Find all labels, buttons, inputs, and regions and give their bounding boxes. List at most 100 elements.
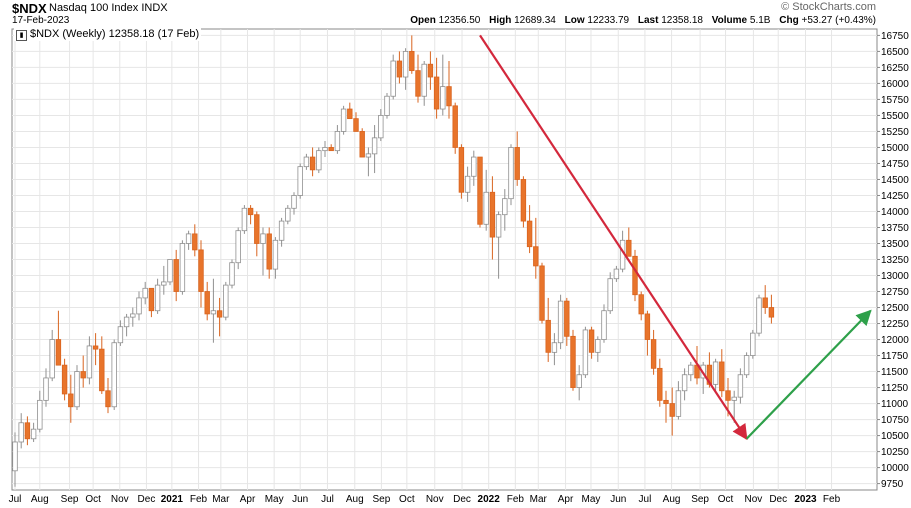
candle-down <box>452 105 458 148</box>
candle-up <box>551 342 558 353</box>
candle-down <box>409 51 415 72</box>
y-tick-label: 11250 <box>881 383 909 394</box>
high-value: 12689.34 <box>514 15 556 26</box>
candle-up <box>229 262 235 286</box>
candle-down <box>669 403 675 417</box>
candle-up <box>179 243 186 292</box>
candle-up <box>557 300 564 344</box>
candle-up <box>74 371 80 408</box>
candle-down <box>526 220 533 248</box>
x-tick-label: Mar <box>212 494 230 505</box>
x-tick-label: Oct <box>718 494 734 505</box>
x-tick-label: Dec <box>138 494 156 505</box>
candle-up <box>471 156 477 177</box>
x-tick-label: Jul <box>321 494 334 505</box>
chg-value: +53.27 (+0.43%) <box>801 15 877 26</box>
y-tick-label: 16250 <box>881 63 909 74</box>
x-tick-label: 2022 <box>478 494 501 505</box>
candle-up <box>297 166 303 196</box>
x-tick-label: 2021 <box>161 494 184 505</box>
candle-up <box>712 361 719 385</box>
ohlc-summary: Open 12356.50 High 12689.34 Low 12233.79… <box>410 15 876 26</box>
candle-down <box>192 233 198 251</box>
candle-up <box>582 329 589 376</box>
candle-up <box>111 342 117 408</box>
candle-down <box>638 294 644 315</box>
candle-down <box>61 364 68 395</box>
candle-down <box>644 313 651 340</box>
y-tick-label: 16000 <box>881 79 909 90</box>
symbol[interactable]: $NDX <box>12 1 47 16</box>
candle-up <box>402 51 409 78</box>
candle-up <box>731 396 737 401</box>
candle-up <box>601 310 607 340</box>
candle-up <box>142 287 148 299</box>
candle-up <box>167 259 173 283</box>
candle-down <box>353 118 359 132</box>
candle-down <box>328 147 334 152</box>
candle-down <box>68 393 74 408</box>
y-tick-label: 9750 <box>881 479 904 490</box>
x-tick-label: Sep <box>691 494 709 505</box>
x-tick-label: Feb <box>823 494 841 505</box>
x-tick-label: Dec <box>453 494 471 505</box>
x-tick-label: Mar <box>530 494 548 505</box>
y-tick-label: 11750 <box>881 351 909 362</box>
y-tick-label: 12250 <box>881 319 909 330</box>
y-tick-label: 16750 <box>881 31 909 42</box>
candle-up <box>86 345 93 379</box>
candle-down <box>446 86 452 107</box>
x-tick-label: Aug <box>31 494 49 505</box>
y-tick-label: 11000 <box>881 399 909 410</box>
candle-down <box>266 233 272 270</box>
candle-up <box>303 156 310 168</box>
candle-up <box>390 60 396 97</box>
candle-up <box>322 147 328 152</box>
y-tick-label: 10000 <box>881 463 909 474</box>
candle-up <box>37 399 43 430</box>
x-tick-label: Feb <box>507 494 525 505</box>
candle-up <box>136 297 142 315</box>
candle-down <box>359 131 365 158</box>
y-tick-label: 15250 <box>881 127 909 138</box>
x-tick-label: May <box>582 494 601 505</box>
legend-text: $NDX (Weekly) 12358.18 (17 Feb) <box>30 28 200 40</box>
candle-up <box>756 297 762 334</box>
candle-up <box>384 95 390 116</box>
candle-up <box>502 198 508 216</box>
candle-up <box>440 86 446 110</box>
y-tick-label: 14750 <box>881 159 909 170</box>
candle-up <box>371 137 378 155</box>
x-tick-label: Jul <box>9 494 22 505</box>
x-tick-label: Sep <box>373 494 391 505</box>
y-tick-label: 16500 <box>881 47 909 58</box>
x-tick-label: Nov <box>111 494 129 505</box>
candle-down <box>533 246 539 267</box>
low-label: Low <box>564 15 585 26</box>
x-tick-label: Jun <box>292 494 308 505</box>
candle-down <box>725 390 731 401</box>
y-tick-label: 15750 <box>881 95 909 106</box>
candle-down <box>92 345 99 350</box>
exchange: INDX <box>141 2 168 14</box>
x-tick-label: Dec <box>769 494 787 505</box>
stockcharts-logo[interactable]: © StockCharts.com <box>781 1 876 13</box>
candle-down <box>254 214 260 244</box>
candle-up <box>365 153 372 158</box>
symbol-name: Nasdaq 100 Index INDX <box>49 2 168 14</box>
candle-down <box>24 422 31 440</box>
candle-up <box>285 207 291 222</box>
x-tick-label: Apr <box>240 494 256 505</box>
candles <box>12 35 775 487</box>
x-tick-label: Oct <box>399 494 415 505</box>
candle-down <box>99 348 105 392</box>
candle-down <box>489 191 496 238</box>
y-tick-label: 12750 <box>881 287 909 298</box>
candle-down <box>477 156 483 225</box>
candle-down <box>539 265 545 321</box>
x-tick-label: Sep <box>61 494 79 505</box>
candle-up <box>595 339 601 353</box>
candle-up <box>576 374 582 388</box>
y-tick-label: 10750 <box>881 415 909 426</box>
